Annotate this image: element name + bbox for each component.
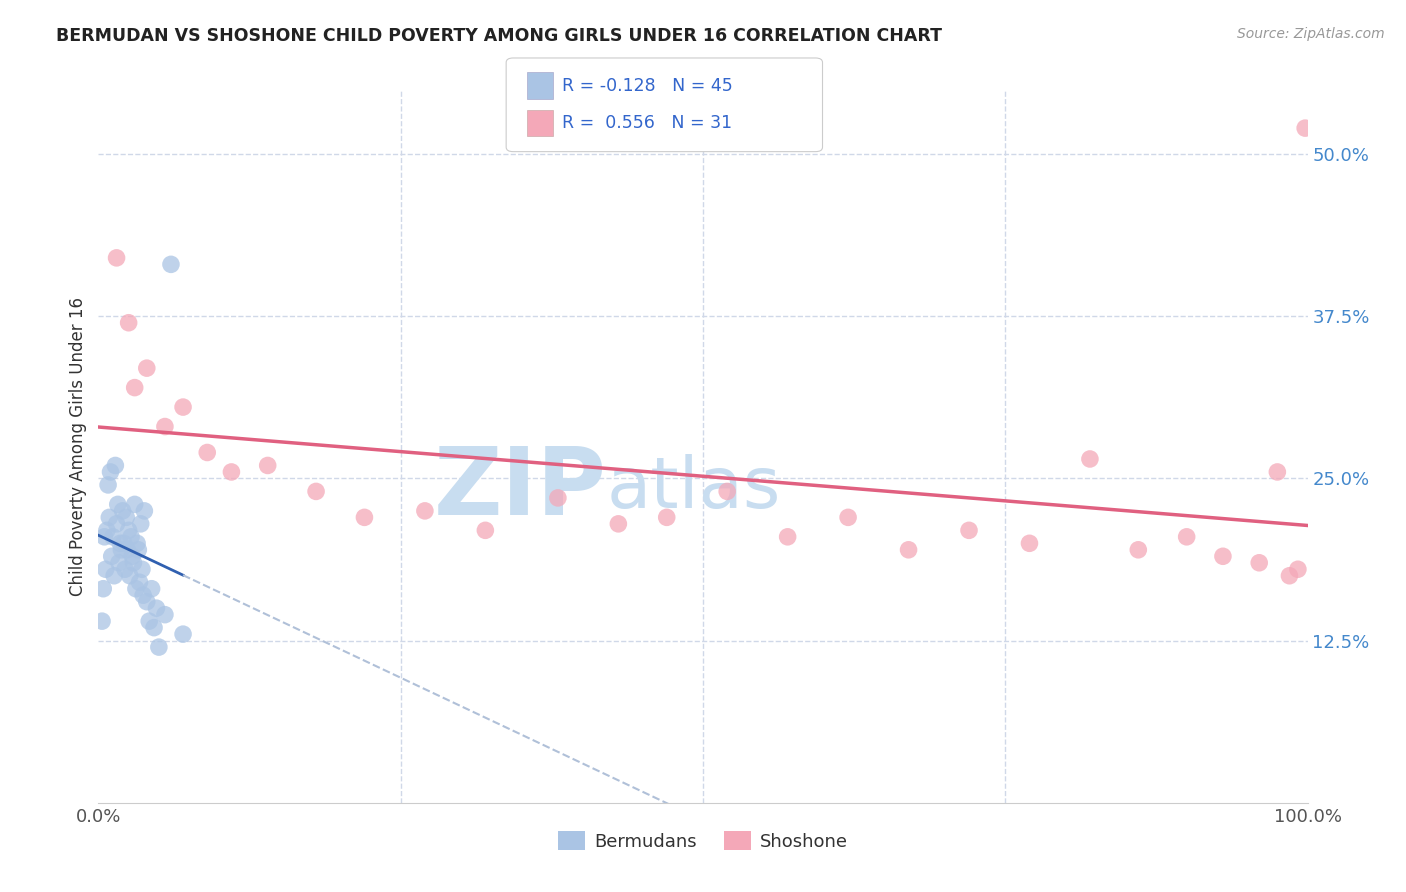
Point [655, 510, 678, 524]
Point [105, 516, 128, 531]
Point [96, 524, 118, 538]
Point [127, 536, 149, 550]
Point [135, 361, 157, 376]
Point [1278, 568, 1301, 582]
Point [101, 530, 124, 544]
Point [716, 484, 738, 499]
Point [837, 510, 859, 524]
Point [153, 607, 176, 622]
Point [111, 504, 134, 518]
Point [125, 582, 148, 596]
Point [135, 595, 157, 609]
Point [256, 458, 278, 473]
Text: BERMUDAN VS SHOSHONE CHILD POVERTY AMONG GIRLS UNDER 16 CORRELATION CHART: BERMUDAN VS SHOSHONE CHILD POVERTY AMONG… [56, 27, 942, 45]
Point [91, 582, 114, 596]
Point [105, 251, 128, 265]
Point [97, 478, 120, 492]
Text: Source: ZipAtlas.com: Source: ZipAtlas.com [1237, 27, 1385, 41]
Point [128, 575, 150, 590]
Point [776, 530, 799, 544]
Point [897, 542, 920, 557]
Point [547, 491, 569, 505]
Point [132, 588, 155, 602]
Point [110, 542, 132, 557]
Point [138, 614, 160, 628]
Point [1078, 452, 1101, 467]
Point [145, 601, 167, 615]
Point [108, 536, 131, 550]
Point [104, 458, 127, 473]
Point [195, 445, 218, 459]
Point [98, 510, 121, 524]
Point [160, 257, 183, 271]
Point [100, 465, 122, 479]
Point [107, 497, 129, 511]
Point [1212, 549, 1234, 564]
Point [1175, 530, 1198, 544]
Point [94, 562, 117, 576]
Point [115, 510, 138, 524]
Text: R =  0.556   N = 31: R = 0.556 N = 31 [562, 114, 733, 132]
Point [118, 316, 141, 330]
Legend: Bermudans, Shoshone: Bermudans, Shoshone [551, 824, 855, 858]
Point [117, 542, 139, 557]
Point [120, 530, 142, 544]
Point [1267, 465, 1289, 479]
Point [1018, 536, 1040, 550]
Point [114, 562, 136, 576]
Point [957, 524, 980, 538]
Point [474, 524, 496, 538]
Point [172, 400, 194, 414]
Point [148, 640, 170, 654]
Text: R = -0.128   N = 45: R = -0.128 N = 45 [562, 77, 733, 95]
Point [1286, 562, 1309, 576]
Point [607, 516, 630, 531]
Point [134, 504, 156, 518]
Point [93, 530, 115, 544]
Point [122, 556, 145, 570]
Text: atlas: atlas [606, 454, 780, 524]
Point [118, 524, 141, 538]
Point [91, 614, 114, 628]
Point [103, 568, 125, 582]
Point [121, 549, 143, 564]
Y-axis label: Child Poverty Among Girls Under 16: Child Poverty Among Girls Under 16 [69, 296, 87, 596]
Point [305, 484, 328, 499]
Point [124, 497, 146, 511]
Point [108, 556, 131, 570]
Point [100, 549, 122, 564]
Point [124, 381, 146, 395]
Point [112, 536, 135, 550]
Point [141, 582, 163, 596]
Point [353, 510, 375, 524]
Point [143, 621, 166, 635]
Point [127, 542, 149, 557]
Point [129, 516, 152, 531]
Point [172, 627, 194, 641]
Point [131, 562, 153, 576]
Point [118, 568, 141, 582]
Point [1249, 556, 1271, 570]
Point [153, 419, 176, 434]
Text: ZIP: ZIP [433, 442, 606, 535]
Point [1128, 542, 1150, 557]
Point [1294, 121, 1316, 136]
Point [221, 465, 243, 479]
Point [413, 504, 436, 518]
